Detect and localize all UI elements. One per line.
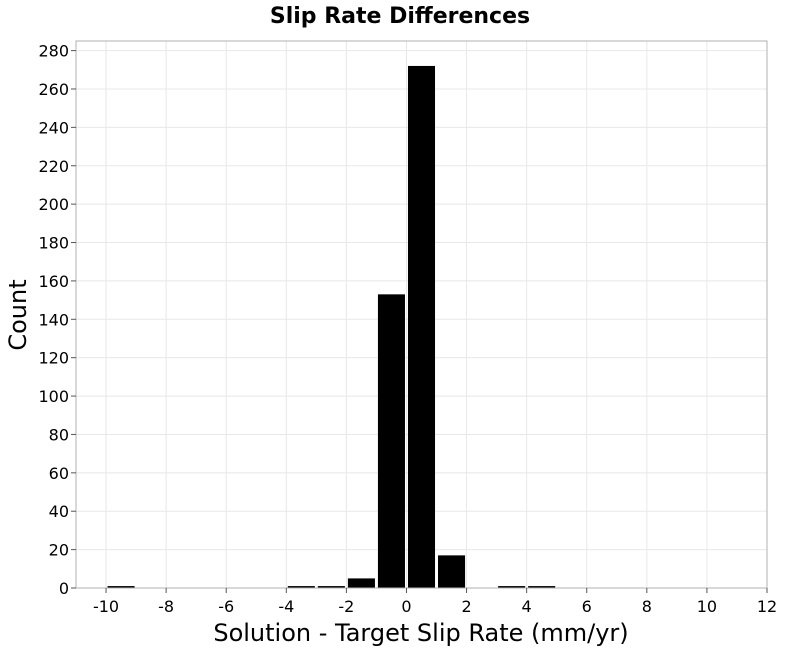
histogram-bar (317, 586, 345, 588)
x-tick-label: 8 (642, 597, 652, 616)
x-tick-label: 12 (757, 597, 777, 616)
y-axis-label: Count (4, 279, 32, 350)
y-tick-label: 280 (38, 42, 69, 61)
y-tick-label: 260 (38, 80, 69, 99)
x-tick-label: 4 (522, 597, 532, 616)
y-tick-label: 100 (38, 387, 69, 406)
histogram-bar (287, 586, 315, 588)
histogram-bar (347, 578, 375, 588)
bars (107, 65, 556, 589)
x-tick-label: -4 (278, 597, 294, 616)
y-tick-label: 220 (38, 157, 69, 176)
histogram-bar (438, 555, 466, 588)
y-tick-label: 200 (38, 195, 69, 214)
histogram-bar (498, 586, 526, 588)
histogram-bar (407, 65, 436, 589)
y-tick-label: 60 (49, 464, 69, 483)
histogram-bar (528, 586, 556, 588)
x-tick-label: -6 (218, 597, 234, 616)
y-tick-label: 240 (38, 118, 69, 137)
x-axis-label: Solution - Target Slip Rate (mm/yr) (213, 619, 628, 647)
x-tick-label: 6 (582, 597, 592, 616)
y-tick-label: 40 (49, 502, 69, 521)
x-tick-label: -10 (93, 597, 119, 616)
y-tick-label: 160 (38, 272, 69, 291)
x-tick-label: -2 (338, 597, 354, 616)
y-tick-label: 140 (38, 310, 69, 329)
histogram-bar (377, 294, 405, 588)
y-axis-ticks: 0 20 40 60 80 100 120 140 160 180 200 220 240 260 280 (38, 42, 76, 598)
plot-frame (75, 40, 768, 589)
chart-title: Slip Rate Differences (270, 4, 530, 29)
y-tick-label: 0 (59, 579, 69, 598)
histogram-bar (107, 586, 135, 588)
x-tick-label: 0 (401, 597, 411, 616)
x-tick-label: 2 (461, 597, 471, 616)
x-axis-ticks: -10 -8 -6 -4 -2 0 2 4 6 8 10 12 (93, 588, 777, 616)
y-tick-label: 80 (49, 425, 69, 444)
y-tick-label: 180 (38, 234, 69, 253)
y-tick-label: 120 (38, 349, 69, 368)
x-tick-label: -8 (158, 597, 174, 616)
y-tick-label: 20 (49, 541, 69, 560)
x-tick-label: 10 (697, 597, 717, 616)
